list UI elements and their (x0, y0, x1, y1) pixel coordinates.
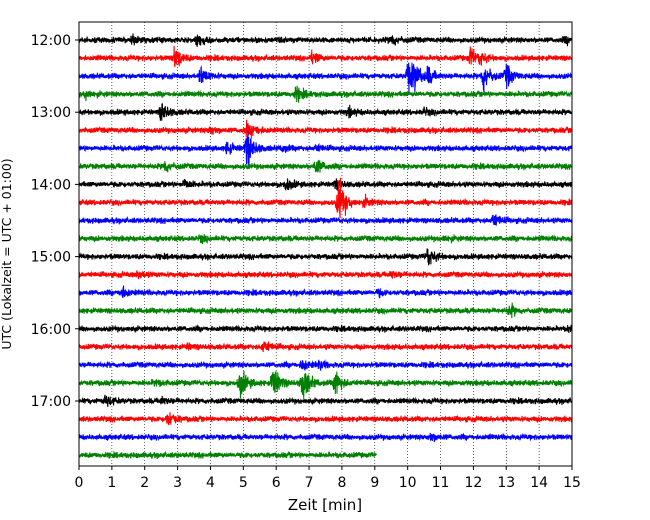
trace-1415 (78, 177, 573, 219)
trace-1445 (78, 234, 573, 245)
trace-1515 (78, 270, 573, 280)
trace-1245 (78, 85, 573, 103)
x-tick-label: 3 (173, 475, 182, 491)
x-tick-label: 6 (272, 475, 281, 491)
trace-1500 (78, 248, 573, 266)
trace-1430 (78, 214, 573, 226)
grid (111, 22, 540, 466)
trace-1630 (78, 359, 573, 371)
trace-1300 (78, 103, 573, 121)
x-tick-label: 0 (75, 475, 84, 491)
trace-1230 (78, 62, 573, 95)
y-tick-label: 14:00 (31, 177, 71, 193)
y-tick-label: 12:00 (31, 33, 71, 49)
trace-1345 (78, 159, 573, 173)
x-tick-label: 12 (464, 475, 482, 491)
traces (78, 33, 573, 460)
x-tick-label: 9 (370, 475, 379, 491)
trace-1200 (78, 33, 573, 47)
x-tick-label: 5 (239, 475, 248, 491)
x-tick-label: 13 (497, 475, 515, 491)
trace-1530 (78, 285, 573, 299)
trace-1330 (78, 131, 573, 166)
x-axis-ticks: 0 1 2 3 4 5 6 7 8 9 10 11 12 13 14 15 (75, 466, 581, 491)
x-axis-label: Zeit [min] (288, 496, 362, 514)
x-tick-label: 2 (140, 475, 149, 491)
x-tick-label: 15 (563, 475, 581, 491)
x-tick-label: 7 (305, 475, 314, 491)
x-tick-label: 14 (530, 475, 548, 491)
trace-1730 (78, 432, 573, 443)
x-tick-label: 4 (206, 475, 215, 491)
y-tick-label: 13:00 (31, 105, 71, 121)
plot-frame (78, 21, 573, 467)
trace-1215 (78, 45, 573, 68)
trace-1400 (78, 177, 573, 191)
trace-1615 (78, 340, 573, 353)
x-tick-label: 10 (399, 475, 417, 491)
trace-1600 (78, 324, 573, 334)
y-tick-label: 16:00 (31, 322, 71, 338)
y-axis-ticks: 12:00 13:00 14:00 15:00 16:00 17:00 (31, 33, 79, 410)
trace-1315 (78, 119, 573, 139)
y-axis-label: UTC (Lokalzeit = UTC + 01:00) (0, 158, 14, 349)
x-tick-label: 11 (432, 475, 450, 491)
trace-1545 (78, 302, 573, 319)
x-tick-label: 8 (337, 475, 346, 491)
y-tick-label: 17:00 (31, 394, 71, 410)
x-tick-label: 1 (107, 475, 116, 491)
trace-1645 (78, 370, 573, 400)
trace-1715 (78, 412, 573, 426)
y-tick-label: 15:00 (31, 250, 71, 266)
trace-1745 (78, 450, 377, 460)
trace-1700 (78, 394, 573, 407)
